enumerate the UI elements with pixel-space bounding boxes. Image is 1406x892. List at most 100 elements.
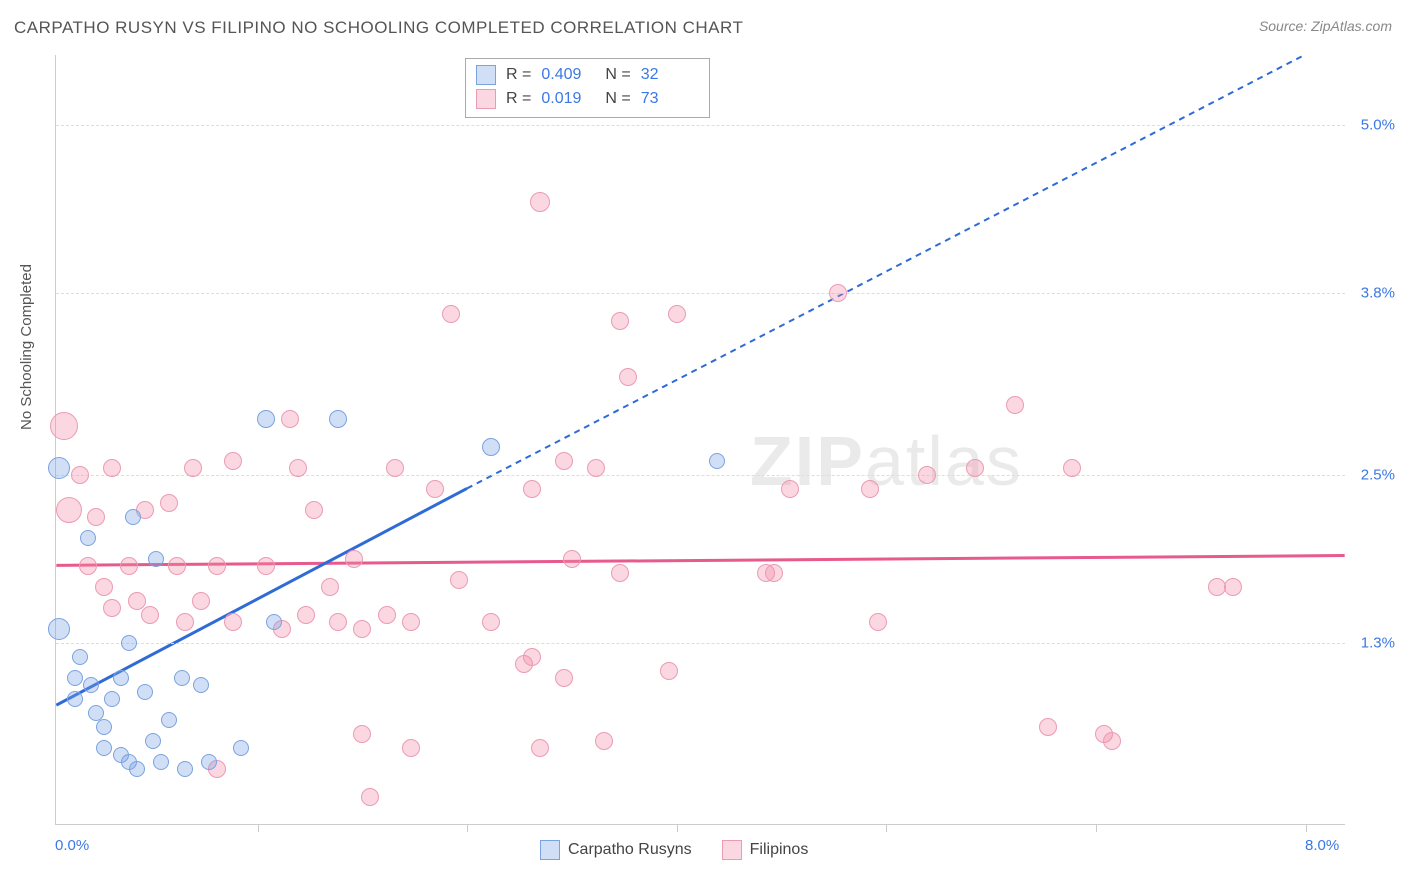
n-label-a: N = [605, 66, 630, 84]
marker-filipino [660, 662, 678, 680]
series-legend: Carpatho Rusyns Filipinos [540, 840, 808, 860]
x-tick [1306, 824, 1307, 832]
marker-carpatho [72, 649, 88, 665]
y-tick-label: 1.3% [1350, 635, 1395, 652]
marker-filipino [103, 599, 121, 617]
plot-area: ZIPatlas 1.3%2.5%3.8%5.0% [55, 55, 1345, 825]
n-value-b: 73 [641, 90, 695, 108]
swatch-filipino-icon [722, 840, 742, 860]
gridline [56, 125, 1345, 126]
correlation-legend: R = 0.409 N = 32 R = 0.019 N = 73 [465, 58, 710, 118]
swatch-carpatho-icon [476, 65, 496, 85]
swatch-filipino-icon [476, 89, 496, 109]
marker-filipino [555, 669, 573, 687]
marker-filipino [289, 459, 307, 477]
marker-filipino [619, 368, 637, 386]
marker-filipino [402, 739, 420, 757]
y-tick-label: 5.0% [1350, 117, 1395, 134]
marker-carpatho [193, 677, 209, 693]
marker-filipino [50, 412, 78, 440]
marker-filipino [530, 192, 550, 212]
marker-carpatho [113, 670, 129, 686]
marker-filipino [257, 557, 275, 575]
r-value-a: 0.409 [541, 66, 595, 84]
marker-filipino [224, 613, 242, 631]
legend-label-b: Filipinos [750, 841, 809, 859]
marker-carpatho [482, 438, 500, 456]
marker-filipino [829, 284, 847, 302]
marker-filipino [95, 578, 113, 596]
y-tick-label: 3.8% [1350, 285, 1395, 302]
marker-carpatho [329, 410, 347, 428]
swatch-carpatho-icon [540, 840, 560, 860]
n-value-a: 32 [641, 66, 695, 84]
x-tick [677, 824, 678, 832]
gridline [56, 643, 1345, 644]
watermark-zip: ZIP [750, 422, 865, 500]
marker-filipino [329, 613, 347, 631]
marker-carpatho [67, 691, 83, 707]
legend-label-a: Carpatho Rusyns [568, 841, 692, 859]
x-axis-min-label: 0.0% [55, 837, 89, 854]
marker-filipino [611, 564, 629, 582]
marker-filipino [587, 459, 605, 477]
marker-filipino [79, 557, 97, 575]
marker-filipino [353, 620, 371, 638]
marker-filipino [402, 613, 420, 631]
marker-carpatho [48, 618, 70, 640]
r-value-b: 0.019 [541, 90, 595, 108]
gridline [56, 475, 1345, 476]
y-axis-label: No Schooling Completed [18, 264, 35, 430]
marker-filipino [208, 557, 226, 575]
marker-carpatho [96, 740, 112, 756]
marker-carpatho [96, 719, 112, 735]
trend-line [56, 556, 1344, 566]
marker-filipino [141, 606, 159, 624]
marker-carpatho [145, 733, 161, 749]
x-tick [886, 824, 887, 832]
marker-filipino [321, 578, 339, 596]
x-axis-max-label: 8.0% [1305, 837, 1339, 854]
marker-carpatho [104, 691, 120, 707]
marker-carpatho [80, 530, 96, 546]
marker-filipino [103, 459, 121, 477]
marker-filipino [595, 732, 613, 750]
marker-filipino [1224, 578, 1242, 596]
x-tick [1096, 824, 1097, 832]
trend-lines-layer [56, 55, 1345, 824]
marker-carpatho [48, 457, 70, 479]
gridline [56, 293, 1345, 294]
marker-carpatho [121, 635, 137, 651]
marker-carpatho [174, 670, 190, 686]
marker-filipino [563, 550, 581, 568]
marker-filipino [918, 466, 936, 484]
marker-carpatho [257, 410, 275, 428]
marker-filipino [1063, 459, 1081, 477]
marker-filipino [781, 480, 799, 498]
chart-title: CARPATHO RUSYN VS FILIPINO NO SCHOOLING … [14, 18, 743, 38]
marker-filipino [1039, 718, 1057, 736]
legend-row-b: R = 0.019 N = 73 [476, 87, 695, 111]
marker-carpatho [153, 754, 169, 770]
marker-carpatho [201, 754, 217, 770]
marker-filipino [1006, 396, 1024, 414]
marker-filipino [1103, 732, 1121, 750]
marker-filipino [160, 494, 178, 512]
marker-filipino [482, 613, 500, 631]
marker-filipino [345, 550, 363, 568]
marker-filipino [378, 606, 396, 624]
legend-item-a: Carpatho Rusyns [540, 840, 692, 860]
marker-filipino [305, 501, 323, 519]
marker-filipino [224, 452, 242, 470]
marker-filipino [297, 606, 315, 624]
marker-filipino [56, 497, 82, 523]
legend-row-a: R = 0.409 N = 32 [476, 63, 695, 87]
marker-carpatho [161, 712, 177, 728]
marker-carpatho [129, 761, 145, 777]
x-tick [467, 824, 468, 832]
marker-filipino [861, 480, 879, 498]
marker-filipino [176, 613, 194, 631]
marker-filipino [668, 305, 686, 323]
source-attribution: Source: ZipAtlas.com [1259, 18, 1392, 34]
marker-filipino [386, 459, 404, 477]
